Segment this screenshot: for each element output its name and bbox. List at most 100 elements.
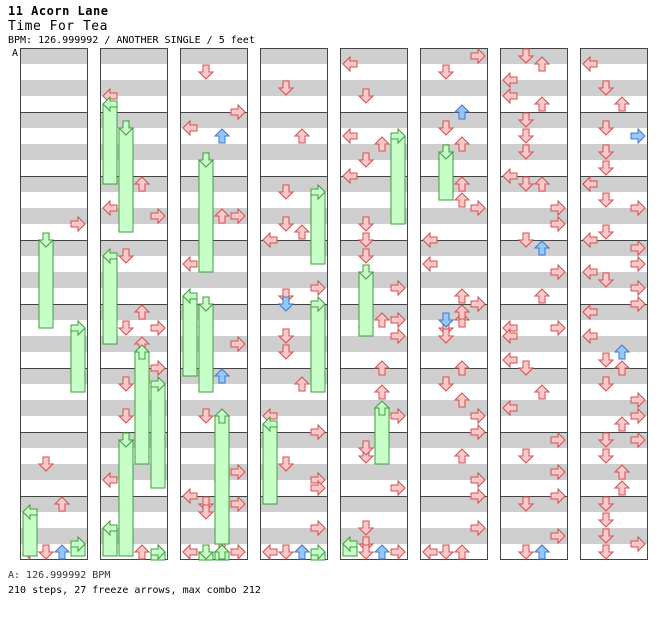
freeze-head [197, 152, 215, 168]
beat-band [580, 400, 648, 416]
freeze-body [374, 407, 390, 465]
beat-band [420, 400, 488, 416]
freeze-head [102, 95, 118, 113]
beat-band [260, 48, 328, 64]
song-title: Time For Tea [8, 19, 108, 34]
beat-band [580, 48, 648, 64]
beat-band [260, 80, 328, 96]
step-arrow [37, 544, 55, 560]
step-arrow [502, 399, 518, 417]
beat-band [100, 496, 168, 512]
beat-band [420, 304, 488, 320]
freeze-head [197, 296, 215, 312]
step-arrow [117, 248, 135, 264]
step-arrow [597, 160, 615, 176]
chart-column [100, 48, 168, 560]
freeze-head [22, 503, 38, 521]
beat-band [340, 336, 408, 352]
step-arrow [517, 112, 535, 128]
step-arrow [437, 64, 455, 80]
step-arrow [390, 327, 406, 345]
beat-band [500, 272, 568, 288]
step-arrow [390, 279, 406, 297]
beat-band [580, 464, 648, 480]
step-arrow [230, 543, 246, 561]
beat-band [580, 112, 648, 128]
beat-band [420, 176, 488, 192]
beat-band [420, 368, 488, 384]
step-arrow [182, 255, 198, 273]
step-arrow [613, 416, 631, 432]
step-arrow [197, 408, 215, 424]
step-arrow [293, 128, 311, 144]
step-arrow [502, 327, 518, 345]
step-arrow [133, 304, 151, 320]
step-arrow [262, 543, 278, 561]
step-arrow [342, 127, 358, 145]
step-arrow [517, 544, 535, 560]
step-arrow [582, 263, 598, 281]
step-arrow [182, 119, 198, 137]
beat-band [20, 240, 88, 256]
step-arrow [293, 224, 311, 240]
step-arrow [133, 176, 151, 192]
beat-band [180, 144, 248, 160]
step-arrow [293, 376, 311, 392]
step-arrow [230, 495, 246, 513]
step-arrow [422, 255, 438, 273]
step-arrow [230, 207, 246, 225]
step-arrow [470, 199, 486, 217]
beat-band [340, 240, 408, 256]
chart-column [260, 48, 328, 560]
freeze-body [182, 295, 198, 377]
step-arrow [550, 319, 566, 337]
step-arrow [470, 487, 486, 505]
step-arrow [310, 519, 326, 537]
beat-band [420, 80, 488, 96]
step-arrow [277, 216, 295, 232]
step-arrow [533, 384, 551, 400]
beat-band [100, 48, 168, 64]
beat-band [180, 432, 248, 448]
beat-band [500, 304, 568, 320]
freeze-body [214, 415, 230, 545]
step-arrow [357, 88, 375, 104]
step-arrow [453, 192, 471, 208]
beat-band [100, 368, 168, 384]
bpm-summary: A: 126.999992 BPM [8, 570, 111, 581]
beat-band [340, 368, 408, 384]
beat-band [260, 112, 328, 128]
beat-band [180, 496, 248, 512]
step-arrow [517, 360, 535, 376]
step-arrow [582, 303, 598, 321]
freeze-head [37, 232, 55, 248]
step-arrow [373, 312, 391, 328]
beat-band [500, 528, 568, 544]
step-arrow [357, 152, 375, 168]
step-arrow [342, 167, 358, 185]
step-arrow [630, 391, 646, 409]
step-arrow [533, 240, 551, 256]
step-arrow [550, 487, 566, 505]
step-arrow [37, 456, 55, 472]
freeze-body [150, 383, 166, 489]
freeze-body [118, 439, 134, 557]
step-arrow [277, 296, 295, 312]
freeze-body [38, 239, 54, 329]
step-arrow [437, 120, 455, 136]
beat-band [580, 208, 648, 224]
step-arrow [630, 535, 646, 553]
step-arrow [150, 319, 166, 337]
freeze-body [198, 303, 214, 393]
freeze-head [102, 247, 118, 265]
beat-band [420, 48, 488, 64]
step-arrow [453, 448, 471, 464]
step-arrow [230, 335, 246, 353]
step-arrow [630, 431, 646, 449]
beat-band [180, 176, 248, 192]
step-arrow [517, 448, 535, 464]
step-arrow [597, 432, 615, 448]
step-arrow [470, 471, 486, 489]
step-arrow [277, 328, 295, 344]
step-arrow [613, 464, 631, 480]
